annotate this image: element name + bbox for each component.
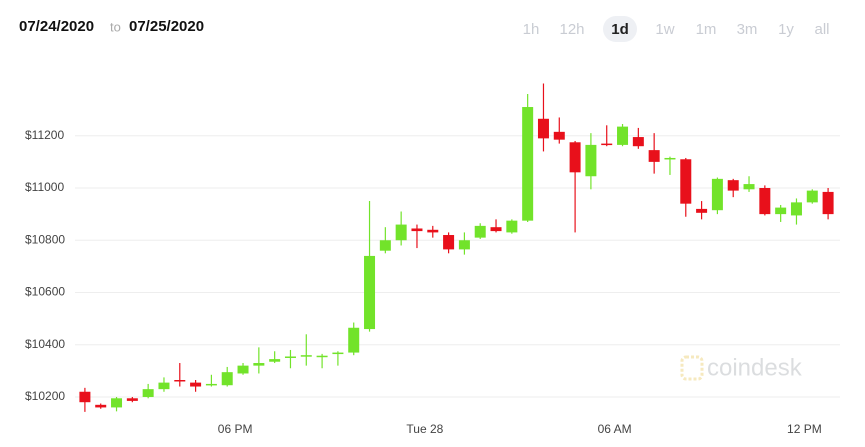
- candle-body: [111, 398, 123, 408]
- candle-body: [253, 363, 265, 366]
- y-tick-label: $11200: [25, 128, 64, 142]
- y-tick-label: $10400: [25, 337, 65, 351]
- candle-body: [458, 240, 470, 250]
- candle-body: [680, 159, 692, 204]
- y-tick-label: $10800: [25, 232, 65, 246]
- candle-body: [174, 380, 186, 382]
- candle-body: [443, 235, 455, 250]
- range-button[interactable]: 3m: [737, 21, 758, 38]
- candle-body: [711, 178, 723, 211]
- candle-body: [284, 356, 296, 358]
- range-selected-bg: [603, 16, 637, 42]
- y-tick-label: $10200: [25, 389, 65, 403]
- candle-body: [205, 383, 217, 386]
- candle-body: [522, 107, 534, 221]
- candle-body: [348, 327, 360, 353]
- candle-body: [648, 150, 660, 162]
- candle-body: [490, 227, 502, 232]
- range-button[interactable]: 1w: [655, 21, 674, 38]
- date-sep: to: [110, 19, 121, 34]
- watermark-text: coindesk: [707, 354, 803, 381]
- x-tick-label: Tue 28: [406, 422, 443, 436]
- candle-body: [427, 229, 439, 233]
- range-button[interactable]: 1m: [696, 21, 717, 38]
- y-tick-label: $10600: [25, 285, 65, 299]
- candle-body: [506, 220, 518, 233]
- candle-body: [743, 184, 755, 190]
- candle-body: [537, 118, 549, 139]
- candle-body: [158, 382, 170, 390]
- candle-body: [569, 142, 581, 173]
- candle-body: [237, 365, 249, 374]
- x-tick-label: 06 PM: [218, 422, 253, 436]
- candle-body: [190, 382, 202, 387]
- candle-body: [759, 188, 771, 215]
- candle-body: [727, 180, 739, 191]
- x-tick-label: 06 AM: [598, 422, 632, 436]
- candle-body: [364, 255, 376, 330]
- candle-body: [411, 228, 423, 232]
- watermark-icon: [680, 355, 704, 381]
- x-tick-label: 12 PM: [787, 422, 822, 436]
- candle-body: [395, 224, 407, 241]
- candle-body: [696, 208, 708, 213]
- candle-body: [822, 191, 834, 215]
- candle-body: [316, 355, 328, 358]
- candle-body: [775, 207, 787, 215]
- range-button[interactable]: 12h: [559, 21, 584, 38]
- candle-body: [221, 372, 233, 386]
- candle-body: [300, 355, 312, 357]
- candle-body: [617, 126, 629, 145]
- candle-body: [806, 190, 818, 203]
- candle-body: [379, 240, 391, 251]
- date-to: 07/25/2020: [129, 18, 204, 35]
- candle-body: [79, 391, 91, 403]
- range-button[interactable]: 1h: [523, 21, 540, 38]
- candle-body: [790, 202, 802, 216]
- candle-body: [664, 157, 676, 160]
- candle-body: [95, 404, 107, 408]
- candle-body: [332, 352, 344, 355]
- date-from: 07/24/2020: [19, 18, 94, 35]
- candle-body: [269, 359, 281, 362]
- candle-body: [553, 131, 565, 140]
- candle-body: [126, 398, 138, 401]
- candle-body: [601, 143, 613, 146]
- range-button[interactable]: 1y: [778, 21, 794, 38]
- range-button[interactable]: 1d: [611, 21, 629, 38]
- y-tick-label: $11000: [25, 180, 64, 194]
- candle-body: [142, 389, 154, 397]
- watermark: coindesk: [680, 354, 803, 381]
- range-button[interactable]: all: [814, 21, 829, 38]
- candle-body: [585, 144, 597, 177]
- candle-body: [632, 137, 644, 147]
- candle-body: [474, 225, 486, 238]
